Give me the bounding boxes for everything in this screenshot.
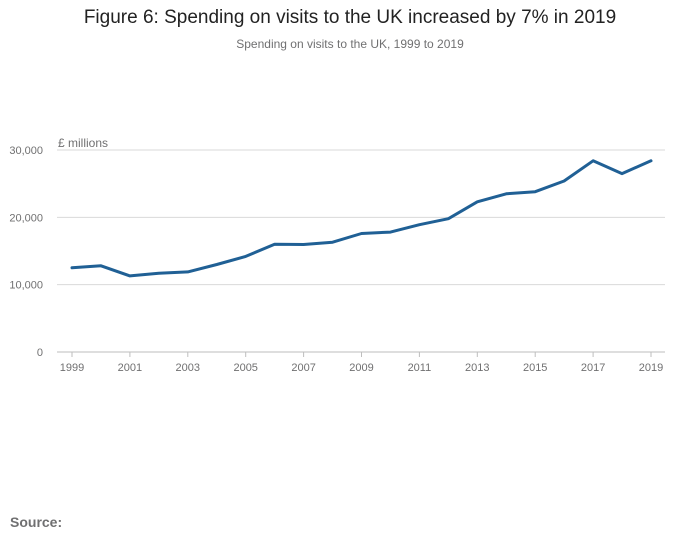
x-tick-label: 2003	[176, 362, 200, 374]
y-tick-label: 30,000	[9, 145, 43, 157]
x-tick-label: 1999	[60, 362, 84, 374]
chart-subtitle: Spending on visits to the UK, 1999 to 20…	[236, 37, 464, 51]
gridlines	[57, 149, 665, 286]
y-tick-label: 20,000	[9, 212, 43, 224]
series-layer	[70, 159, 653, 278]
chart-title: Figure 6: Spending on visits to the UK i…	[83, 7, 617, 28]
x-tick-label: 2015	[523, 362, 547, 374]
x-tick-label: 2011	[408, 362, 432, 374]
y-axis-ticks: 0 10,000 20,000 30,000	[9, 145, 43, 359]
x-tick-label: 2005	[233, 362, 257, 374]
x-tick-label: 2013	[465, 362, 489, 374]
source-label: Source:	[10, 514, 63, 530]
x-axis-ticks: 1999 2001 2003 2005 2007 2009 2011 2013 2015 2017…	[60, 352, 663, 374]
x-tick-label: 2001	[118, 362, 142, 374]
y-tick-label: 0	[37, 347, 43, 359]
x-tick-label: 2017	[581, 362, 605, 374]
x-tick-label: 2009	[349, 362, 373, 374]
series-line	[70, 159, 653, 278]
y-tick-label: 10,000	[9, 280, 43, 292]
y-axis-label: £ millions	[58, 136, 108, 150]
x-tick-label: 2019	[639, 362, 663, 374]
x-tick-label: 2007	[291, 362, 315, 374]
